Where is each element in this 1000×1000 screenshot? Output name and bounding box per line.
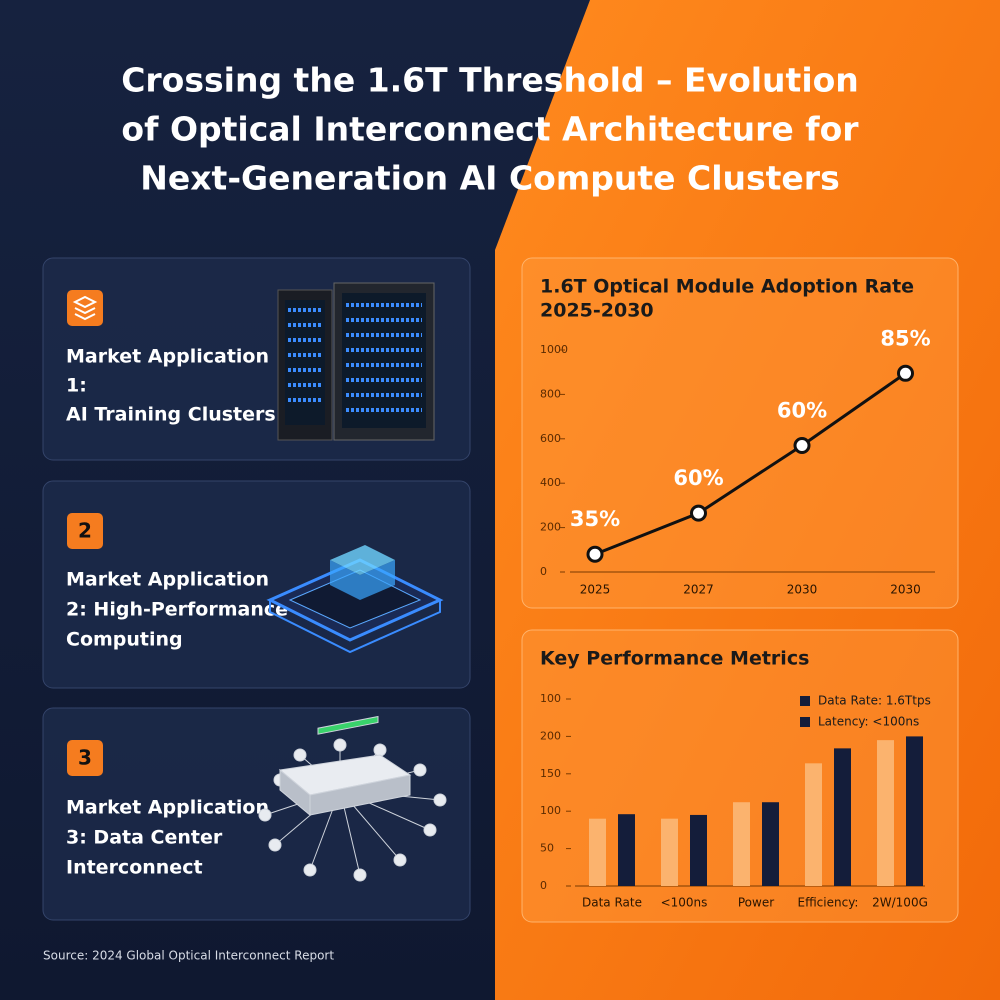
line <box>594 372 907 556</box>
card-text: Interconnect <box>66 857 203 879</box>
charts: 02004006008001000202535%202760%203060%20… <box>540 326 935 910</box>
x-tick-label: Power <box>738 896 774 910</box>
y-tick-label: 400 <box>540 476 561 489</box>
badge <box>67 740 103 776</box>
switch-illustration <box>258 715 447 882</box>
y-tick-label: 0 <box>540 565 547 578</box>
bar <box>618 814 635 886</box>
card-text: 3: Data Center <box>66 827 223 849</box>
point <box>586 545 604 563</box>
annotation: 35% <box>570 507 620 531</box>
x-tick-label: 2027 <box>683 583 714 597</box>
server-rack-illustration <box>277 282 435 441</box>
y-tick-label: 0 <box>540 879 547 892</box>
chip-illustration <box>266 545 444 654</box>
point <box>897 364 914 382</box>
title: Next-Generation AI Compute Clusters <box>140 159 839 198</box>
legend-label: Latency: <100ns <box>818 715 919 729</box>
title: Crossing the 1.6T Threshold – Evolution <box>121 61 859 100</box>
bar <box>661 818 678 886</box>
y-tick-label: 50 <box>540 842 554 855</box>
y-tick-label: 600 <box>540 432 561 445</box>
y-tick-label: 100 <box>540 804 561 817</box>
card <box>42 480 471 689</box>
chart-card <box>521 257 959 609</box>
orange-panel <box>495 0 1000 1000</box>
source: Source: 2024 Global Optical Interconnect… <box>43 949 334 963</box>
card-text: Computing <box>66 629 183 651</box>
bar <box>906 736 923 886</box>
card-text: AI Training Clusters <box>66 404 276 426</box>
badge-text: 2 <box>78 519 92 543</box>
x-tick-label: <100ns <box>661 896 708 910</box>
y-tick-label: 150 <box>540 767 561 780</box>
badge <box>67 513 103 549</box>
y-tick-label: 100 <box>540 692 561 705</box>
chart-title: 1.6T Optical Module Adoption Rate <box>540 276 914 298</box>
bar <box>690 814 707 886</box>
chart-title: Key Performance Metrics <box>540 648 809 670</box>
x-tick-label: 2030 <box>890 583 921 597</box>
bar <box>877 740 894 886</box>
annotation: 60% <box>777 398 827 422</box>
bar <box>805 763 822 886</box>
annotation: 85% <box>880 326 930 350</box>
chart-title: 2025-2030 <box>540 300 654 322</box>
annotation: 60% <box>673 466 723 490</box>
y-tick-label: 800 <box>540 387 561 400</box>
point <box>690 504 707 522</box>
card-text: Market Application <box>66 569 269 591</box>
x-tick-label: 2030 <box>787 583 818 597</box>
y-tick-label: 1000 <box>540 343 568 356</box>
x-tick-label: Efficiency: <box>798 896 859 910</box>
x-tick-label: 2025 <box>580 583 611 597</box>
point <box>793 436 811 454</box>
badge-text: 3 <box>78 746 92 770</box>
card-text: Market Application <box>66 797 269 819</box>
x-tick-label: Data Rate <box>582 896 642 910</box>
y-tick-label: 200 <box>540 729 561 742</box>
title: of Optical Interconnect Architecture for <box>121 110 859 149</box>
bar <box>589 818 606 886</box>
bar <box>834 748 851 886</box>
bar <box>762 802 779 886</box>
y-tick-label: 200 <box>540 521 561 534</box>
x-tick-label: 2W/100G <box>872 896 928 910</box>
legend-swatch <box>800 696 810 706</box>
card-text: Market Application <box>66 346 269 368</box>
legend-label: Data Rate: 1.6Ttps <box>818 694 931 708</box>
card-text: 2: High-Performance <box>66 599 288 621</box>
bar <box>733 802 750 886</box>
layers-icon <box>72 295 98 321</box>
legend-swatch <box>800 717 810 727</box>
card-text: 1: <box>66 375 87 397</box>
